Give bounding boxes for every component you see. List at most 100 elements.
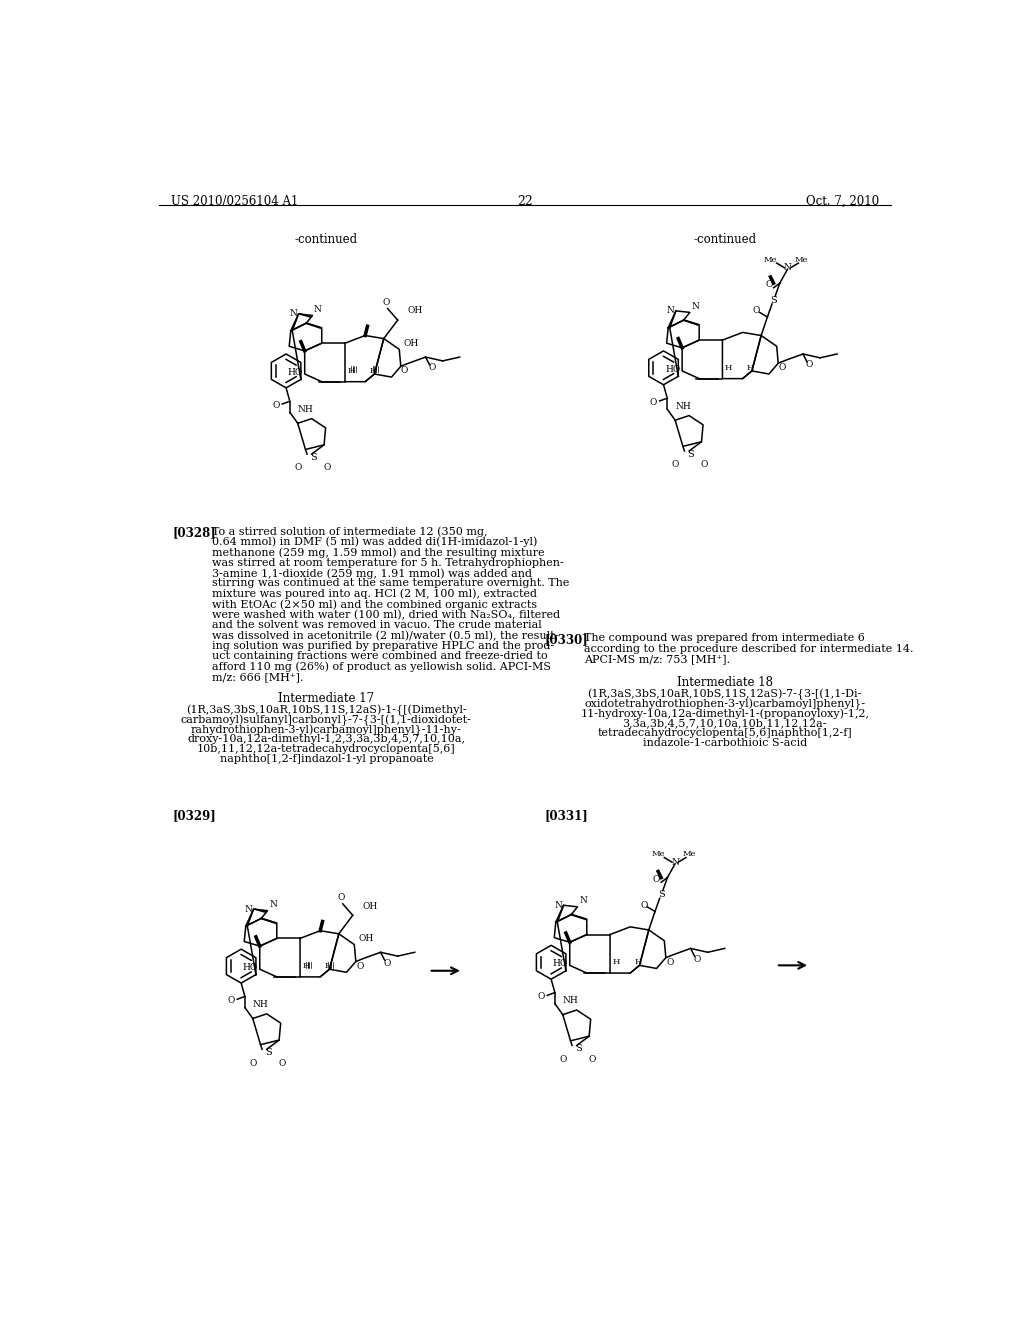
Text: HO: HO (288, 368, 303, 378)
Text: rahydrothiophen-3-yl)carbamoyl]phenyl}-11-hy-: rahydrothiophen-3-yl)carbamoyl]phenyl}-1… (191, 725, 462, 735)
Text: N: N (554, 900, 562, 909)
Text: O: O (383, 958, 390, 968)
Text: 0.64 mmol) in DMF (5 ml) was added di(1H-imidazol-1-yl): 0.64 mmol) in DMF (5 ml) was added di(1H… (212, 537, 538, 548)
Text: H: H (725, 364, 732, 372)
Text: O: O (653, 875, 660, 883)
Text: O: O (640, 900, 648, 909)
Text: O: O (650, 399, 657, 407)
Text: OH: OH (403, 339, 419, 347)
Text: O: O (401, 367, 409, 375)
Text: N: N (314, 305, 322, 314)
Text: H: H (746, 364, 754, 372)
Text: N: N (691, 302, 699, 310)
Text: H: H (612, 958, 620, 966)
Text: Intermediate 17: Intermediate 17 (279, 692, 375, 705)
Text: stirring was continued at the same temperature overnight. The: stirring was continued at the same tempe… (212, 578, 569, 589)
Text: [0330]: [0330] (544, 634, 588, 647)
Text: carbamoyl)sulfanyl]carbonyl}-7-{3-[(1,1-dioxidotet-: carbamoyl)sulfanyl]carbonyl}-7-{3-[(1,1-… (181, 714, 472, 726)
Text: HO: HO (665, 364, 680, 374)
Text: Intermediate 18: Intermediate 18 (677, 676, 773, 689)
Text: NH: NH (563, 997, 579, 1006)
Text: O: O (672, 461, 679, 470)
Text: HO: HO (553, 960, 568, 969)
Text: N: N (783, 263, 792, 272)
Text: S: S (265, 1048, 271, 1057)
Text: [0331]: [0331] (544, 809, 588, 822)
Text: O: O (778, 363, 785, 372)
Text: HO: HO (243, 964, 258, 972)
Text: ing solution was purified by preparative HPLC and the prod-: ing solution was purified by preparative… (212, 640, 555, 651)
Text: Me: Me (764, 256, 777, 264)
Text: 3,3a,3b,4,5,7,10,10a,10b,11,12,12a-: 3,3a,3b,4,5,7,10,10a,10b,11,12,12a- (623, 718, 827, 729)
Text: (1R,3aS,3bS,10aR,10bS,11S,12aS)-7-{3-[(1,1-Di-: (1R,3aS,3bS,10aR,10bS,11S,12aS)-7-{3-[(1… (588, 688, 862, 700)
Text: N: N (579, 896, 587, 906)
Text: tetradecahydrocyclopenta[5,6]naphtho[1,2-f]: tetradecahydrocyclopenta[5,6]naphtho[1,2… (597, 729, 852, 738)
Text: and the solvent was removed in vacuo. The crude material: and the solvent was removed in vacuo. Th… (212, 620, 543, 630)
Text: NH: NH (675, 401, 691, 411)
Text: N: N (671, 858, 679, 867)
Text: O: O (666, 958, 674, 966)
Text: [0329]: [0329] (172, 809, 216, 822)
Text: was stirred at room temperature for 5 h. Tetrahydrophiophen-: was stirred at room temperature for 5 h.… (212, 557, 564, 568)
Text: S: S (657, 890, 665, 899)
Text: N: N (244, 904, 252, 913)
Text: droxy-10a,12a-dimethyl-1,2,3,3a,3b,4,5,7,10,10a,: droxy-10a,12a-dimethyl-1,2,3,3a,3b,4,5,7… (187, 734, 465, 744)
Text: with EtOAc (2×50 ml) and the combined organic extracts: with EtOAc (2×50 ml) and the combined or… (212, 599, 538, 610)
Text: was dissolved in acetonitrile (2 ml)/water (0.5 ml), the result-: was dissolved in acetonitrile (2 ml)/wat… (212, 631, 559, 640)
Text: Me: Me (651, 850, 665, 858)
Text: O: O (428, 363, 435, 372)
Text: uct containing fractions were combined and freeze-dried to: uct containing fractions were combined a… (212, 651, 548, 661)
Text: O: O (753, 306, 760, 315)
Text: methanone (259 mg, 1.59 mmol) and the resulting mixture: methanone (259 mg, 1.59 mmol) and the re… (212, 548, 545, 558)
Text: O: O (279, 1059, 286, 1068)
Text: O: O (272, 401, 280, 411)
Text: N: N (289, 309, 297, 318)
Text: O: O (559, 1055, 566, 1064)
Text: N: N (269, 900, 276, 909)
Text: oxidotetrahydrothiophen-3-yl)carbamoyl]phenyl}-: oxidotetrahydrothiophen-3-yl)carbamoyl]p… (584, 698, 865, 710)
Text: according to the procedure described for intermediate 14.: according to the procedure described for… (585, 644, 914, 653)
Text: O: O (693, 954, 700, 964)
Text: OH: OH (362, 902, 377, 911)
Text: H: H (634, 958, 642, 966)
Text: -continued: -continued (295, 234, 358, 246)
Text: O: O (294, 463, 301, 473)
Text: O: O (589, 1055, 596, 1064)
Text: 3-amine 1,1-dioxide (259 mg, 1.91 mmol) was added and: 3-amine 1,1-dioxide (259 mg, 1.91 mmol) … (212, 568, 532, 578)
Text: S: S (310, 453, 316, 462)
Text: 11-hydroxy-10a,12a-dimethyl-1-(propanoyloxy)-1,2,: 11-hydroxy-10a,12a-dimethyl-1-(propanoyl… (581, 708, 869, 719)
Text: 22: 22 (517, 194, 532, 207)
Text: O: O (382, 298, 390, 306)
Text: S: S (770, 296, 777, 305)
Text: [0328]: [0328] (172, 527, 216, 540)
Text: H: H (370, 367, 377, 375)
Text: O: O (249, 1059, 256, 1068)
Text: naphtho[1,2-f]indazol-1-yl propanoate: naphtho[1,2-f]indazol-1-yl propanoate (219, 755, 433, 764)
Text: O: O (338, 894, 345, 902)
Text: O: O (538, 993, 545, 1002)
Text: OH: OH (359, 935, 374, 942)
Text: -continued: -continued (693, 234, 757, 246)
Text: H: H (302, 962, 310, 970)
Text: m/z: 666 [MH⁺].: m/z: 666 [MH⁺]. (212, 672, 304, 682)
Text: O: O (324, 463, 331, 473)
Text: O: O (227, 997, 234, 1006)
Text: (1R,3aS,3bS,10aR,10bS,11S,12aS)-1-{[(Dimethyl-: (1R,3aS,3bS,10aR,10bS,11S,12aS)-1-{[(Dim… (186, 705, 467, 715)
Text: mixture was poured into aq. HCl (2 M, 100 ml), extracted: mixture was poured into aq. HCl (2 M, 10… (212, 589, 538, 599)
Text: O: O (806, 360, 813, 370)
Text: indazole-1-carbothioic S-acid: indazole-1-carbothioic S-acid (643, 738, 807, 748)
Text: OH: OH (407, 306, 422, 315)
Text: afford 110 mg (26%) of product as yellowish solid. APCI-MS: afford 110 mg (26%) of product as yellow… (212, 661, 552, 672)
Text: O: O (765, 280, 773, 289)
Text: US 2010/0256104 A1: US 2010/0256104 A1 (171, 194, 298, 207)
Text: S: S (687, 450, 694, 458)
Text: The compound was prepared from intermediate 6: The compound was prepared from intermedi… (585, 634, 865, 643)
Text: H: H (347, 367, 355, 375)
Text: NH: NH (253, 1001, 268, 1008)
Text: S: S (574, 1044, 582, 1053)
Text: H: H (325, 962, 332, 970)
Text: Me: Me (795, 256, 808, 264)
Text: Oct. 7, 2010: Oct. 7, 2010 (806, 194, 879, 207)
Text: N: N (667, 306, 675, 315)
Text: O: O (356, 962, 364, 970)
